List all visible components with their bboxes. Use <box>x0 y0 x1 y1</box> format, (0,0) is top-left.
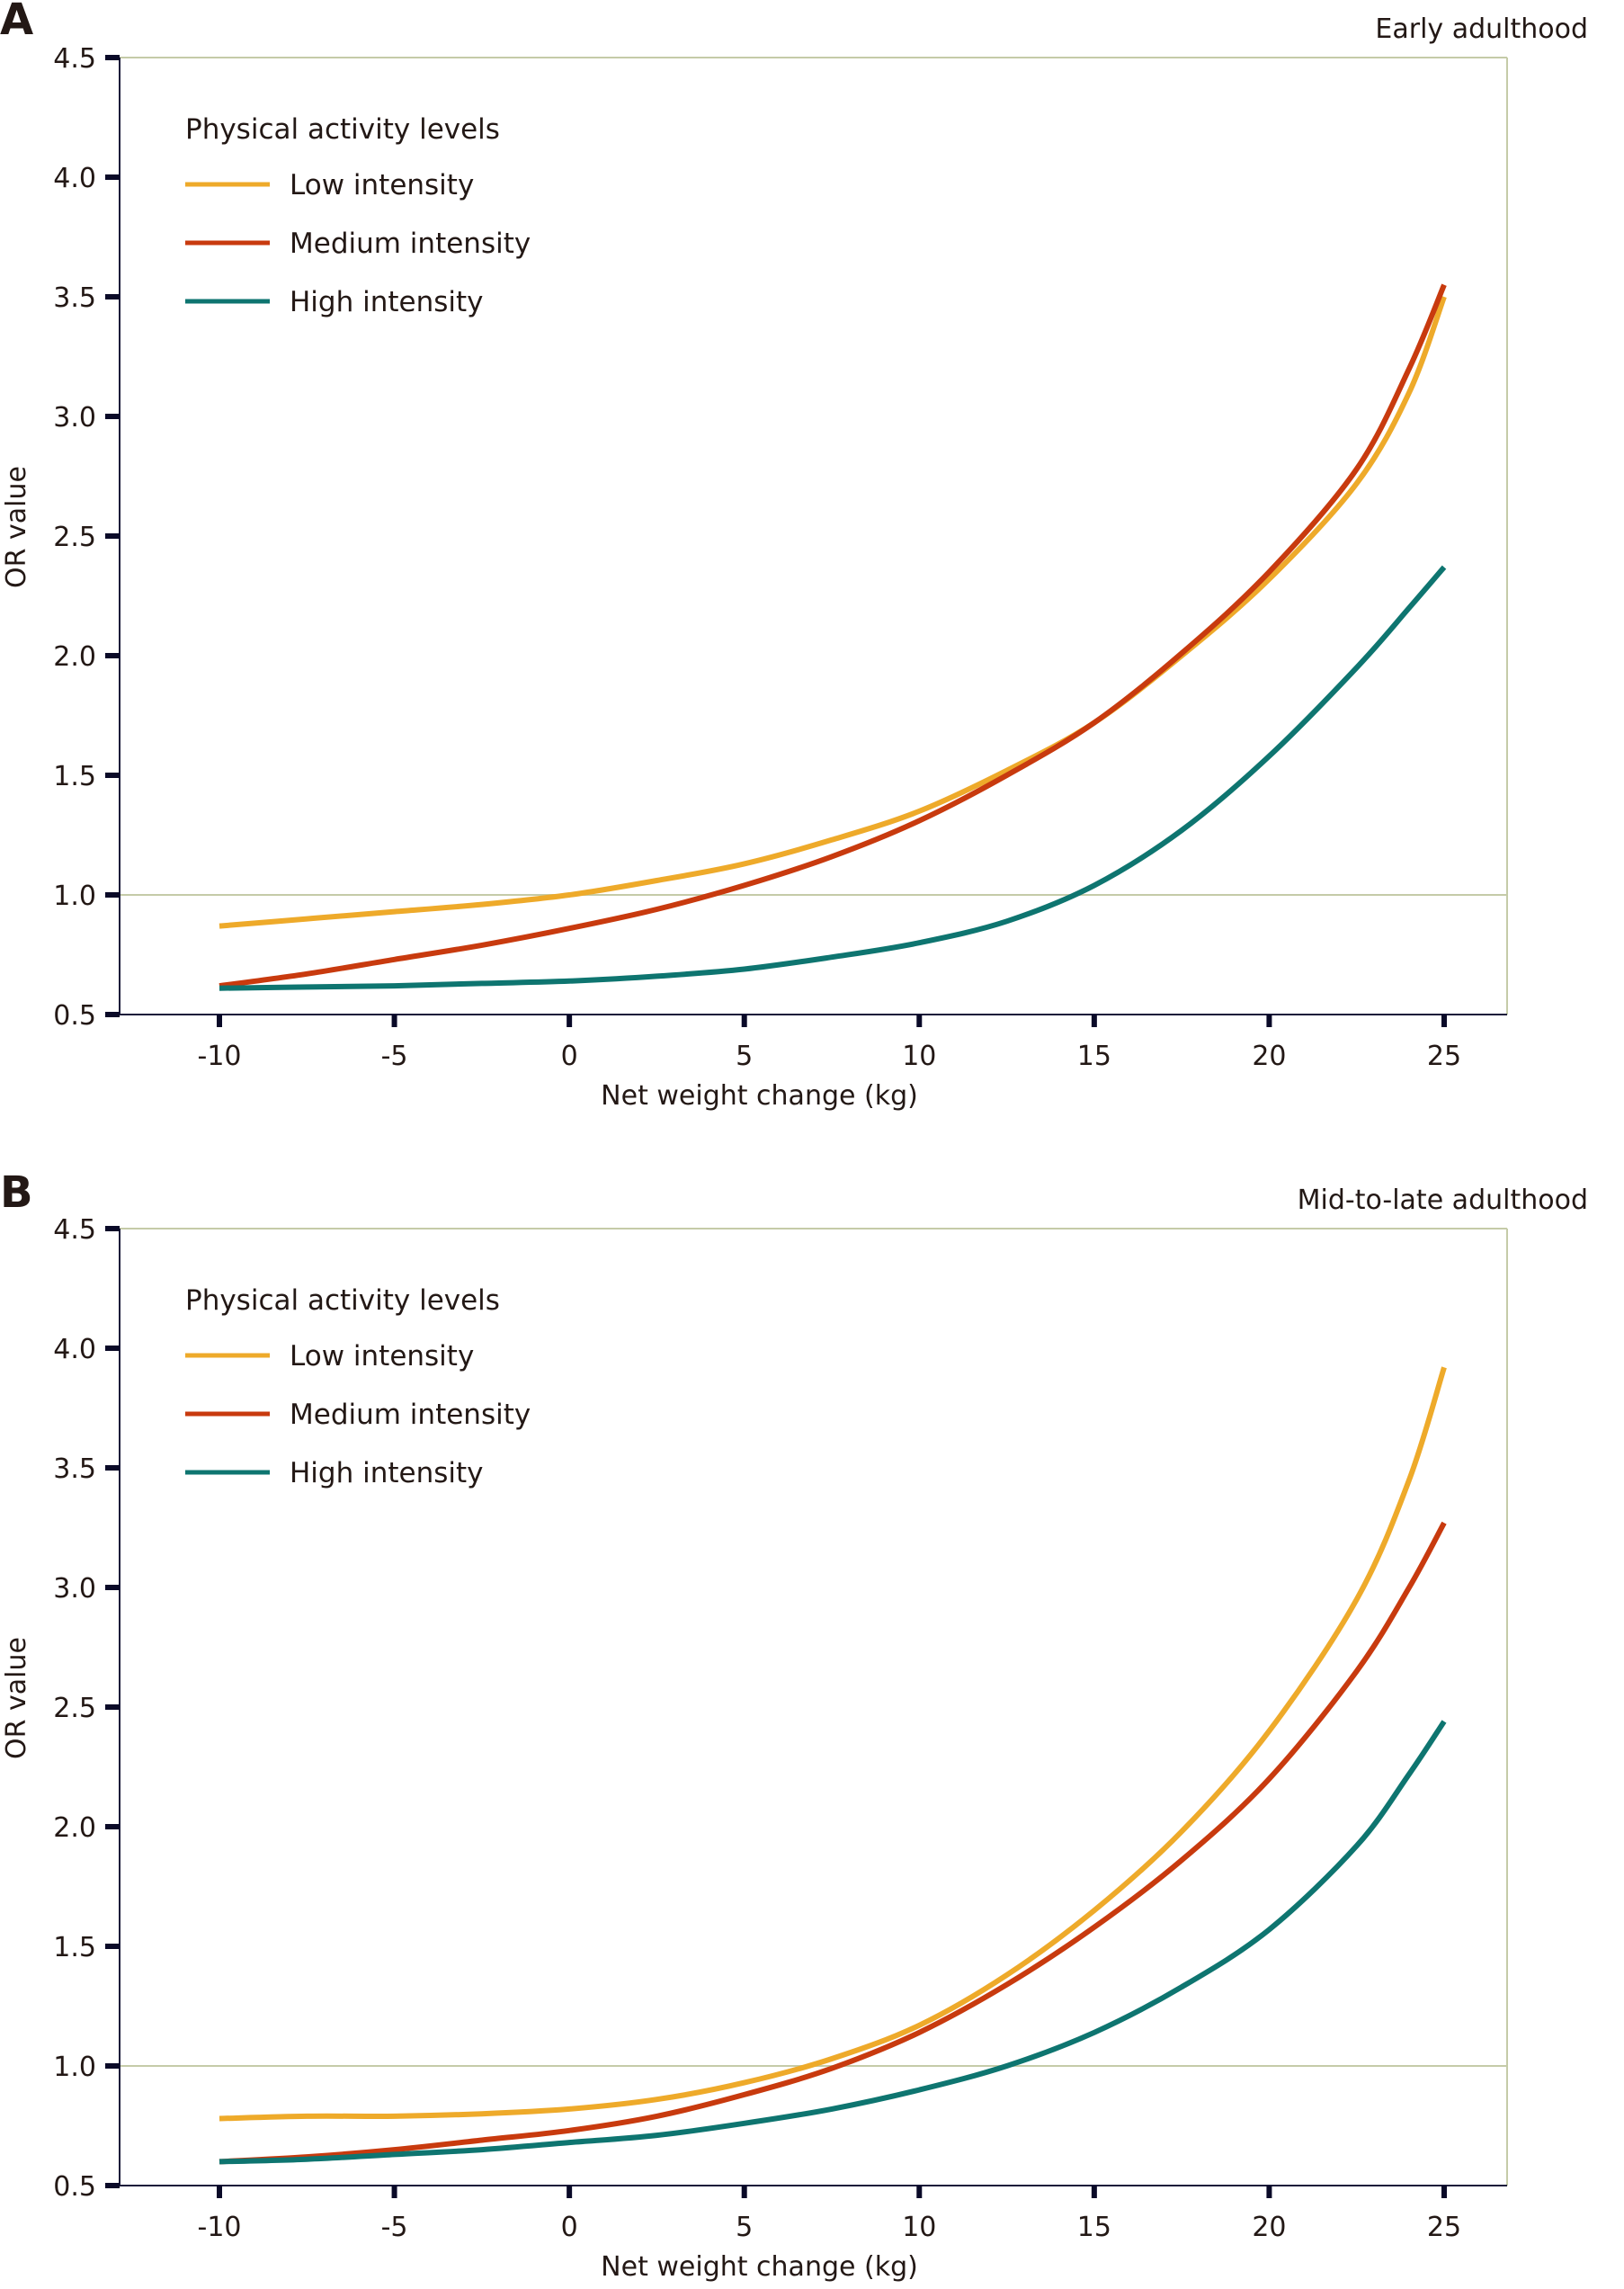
y-axis-title: OR value <box>1 466 32 588</box>
legend-label: High intensity <box>290 286 484 318</box>
y-tick <box>105 174 120 180</box>
x-axis-title: Net weight change (kg) <box>601 1080 918 1112</box>
legend-label: Low intensity <box>290 1340 474 1373</box>
legend-label: Low intensity <box>290 169 474 201</box>
x-tick-label: 0 <box>561 1041 578 1072</box>
x-tick <box>1091 2186 1097 2198</box>
y-tick-label: 2.5 <box>53 522 96 553</box>
y-tick-label: 4.0 <box>53 1334 96 1365</box>
x-tick <box>391 1015 397 1027</box>
y-tick-label: 4.5 <box>53 43 96 75</box>
y-tick <box>105 294 120 300</box>
y-tick <box>105 773 120 778</box>
series-line-medium-intensity <box>219 283 1447 989</box>
legend-title: Physical activity levels <box>185 113 500 146</box>
panel-letter: B <box>0 1167 33 1218</box>
x-tick <box>1441 1015 1447 1027</box>
x-tick <box>916 2186 923 2198</box>
x-tick-label: 0 <box>561 2212 578 2243</box>
series-line-high-intensity <box>219 565 1447 991</box>
y-tick <box>105 1704 120 1710</box>
x-axis-title: Net weight change (kg) <box>601 2251 918 2283</box>
y-tick-label: 3.0 <box>53 1573 96 1605</box>
y-tick <box>105 55 120 60</box>
legend-title: Physical activity levels <box>185 1284 500 1317</box>
y-tick-label: 0.5 <box>53 2171 96 2203</box>
x-tick-label: -5 <box>381 1041 408 1072</box>
x-tick-label: 20 <box>1252 2212 1286 2243</box>
y-tick-label: 1.5 <box>53 761 96 792</box>
y-tick <box>105 1824 120 1829</box>
x-tick-label: 15 <box>1077 2212 1111 2243</box>
panel-title: Mid-to-late adulthood <box>1298 1185 1588 1216</box>
x-tick <box>1266 2186 1272 2198</box>
x-tick-label: -5 <box>381 2212 408 2243</box>
x-tick <box>567 1015 573 1027</box>
x-tick-label: 10 <box>902 1041 936 1072</box>
y-tick <box>105 892 120 898</box>
x-tick <box>916 1015 923 1027</box>
x-tick <box>741 1015 747 1027</box>
y-tick-label: 1.5 <box>53 1932 96 1963</box>
y-tick-label: 3.5 <box>53 1453 96 1485</box>
legend-label: Medium intensity <box>290 228 531 260</box>
x-tick-label: 5 <box>736 1041 753 1072</box>
panel-a: 0.5 1.0 1.5 2.0 2.5 3.0 3.5 4.0 4.5 -10 -5 0 5 10 15 20… <box>0 0 1588 1112</box>
y-tick <box>105 1346 120 1351</box>
y-tick <box>105 533 120 539</box>
x-tick <box>391 2186 397 2198</box>
y-tick-label: 1.0 <box>53 881 96 912</box>
x-tick-label: -10 <box>198 1041 242 1072</box>
x-tick-label: 15 <box>1077 1041 1111 1072</box>
y-tick-label: 4.5 <box>53 1214 96 1246</box>
y-tick-label: 0.5 <box>53 1000 96 1032</box>
series-line-low-intensity <box>219 1366 1447 2122</box>
x-tick-label: 25 <box>1427 1041 1461 1072</box>
legend-label: High intensity <box>290 1457 484 1489</box>
x-tick-label: 5 <box>736 2212 753 2243</box>
series-line-medium-intensity <box>219 1521 1447 2165</box>
x-tick <box>1441 2186 1447 2198</box>
y-tick-label: 1.0 <box>53 2052 96 2083</box>
y-tick-label: 2.0 <box>53 1812 96 1844</box>
x-tick <box>1091 1015 1097 1027</box>
y-tick <box>105 414 120 419</box>
series-line-low-intensity <box>219 295 1447 929</box>
y-tick <box>105 1012 120 1017</box>
y-tick-label: 2.5 <box>53 1693 96 1724</box>
x-tick <box>741 2186 747 2198</box>
x-tick-label: -10 <box>198 2212 242 2243</box>
y-tick <box>105 1226 120 1231</box>
y-tick-label: 4.0 <box>53 163 96 194</box>
y-tick <box>105 1944 120 1949</box>
legend-label: Medium intensity <box>290 1399 531 1431</box>
x-tick <box>567 2186 573 2198</box>
x-tick <box>217 1015 222 1027</box>
y-tick-label: 3.0 <box>53 402 96 434</box>
x-tick <box>1266 1015 1272 1027</box>
series-line-high-intensity <box>219 1720 1447 2165</box>
y-tick-label: 2.0 <box>53 641 96 673</box>
x-tick-label: 25 <box>1427 2212 1461 2243</box>
y-tick <box>105 2183 120 2188</box>
x-tick-label: 20 <box>1252 1041 1286 1072</box>
y-tick <box>105 1465 120 1471</box>
y-tick-label: 3.5 <box>53 282 96 314</box>
x-tick <box>217 2186 222 2198</box>
y-axis-title: OR value <box>1 1637 32 1759</box>
y-tick <box>105 1585 120 1590</box>
panel-b: 0.5 1.0 1.5 2.0 2.5 3.0 3.5 4.0 4.5 -10 -5 0 5 10 15 20… <box>0 1167 1588 2283</box>
panel-title: Early adulthood <box>1375 13 1588 45</box>
panel-letter: A <box>0 0 33 45</box>
x-tick-label: 10 <box>902 2212 936 2243</box>
y-tick <box>105 2063 120 2069</box>
y-tick <box>105 653 120 658</box>
